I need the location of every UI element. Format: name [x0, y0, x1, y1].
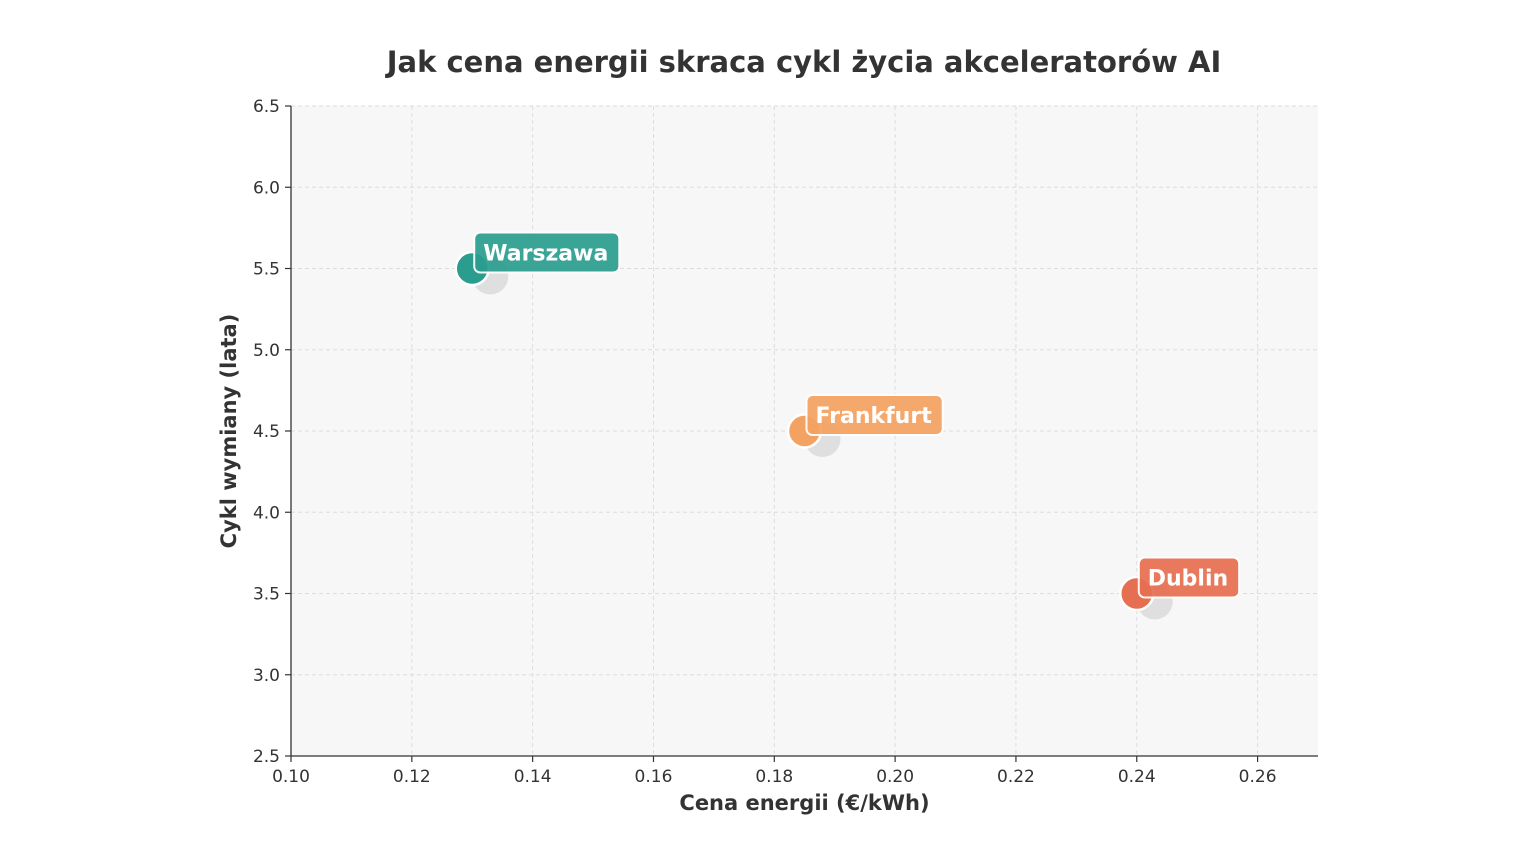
x-tick-label: 0.18 — [755, 767, 793, 787]
data-point-frankfurt: Frankfurt — [786, 394, 944, 457]
x-axis-label: Cena energii (€/kWh) — [679, 791, 929, 815]
point-label-text: Dublin — [1148, 567, 1228, 592]
point-label-text: Warszawa — [483, 242, 608, 267]
point-label-text: Frankfurt — [816, 404, 933, 429]
point-label-box — [473, 231, 621, 274]
x-tick-label: 0.26 — [1239, 767, 1277, 787]
y-tick-label: 3.0 — [253, 666, 280, 686]
y-tick-label: 3.5 — [253, 585, 280, 605]
point-label-box — [805, 394, 944, 436]
point-label-box — [1137, 556, 1241, 599]
y-tick-label: 2.5 — [253, 747, 280, 767]
y-tick-label: 5.0 — [253, 341, 280, 361]
x-tick-label: 0.20 — [876, 767, 914, 787]
point-label: Warszawa — [473, 231, 621, 274]
data-point-dublin: Dublin — [1119, 556, 1241, 620]
x-tick-label: 0.10 — [272, 767, 310, 787]
y-tick-label: 5.5 — [253, 260, 280, 280]
y-axis-label: Cykl wymiany (lata) — [217, 314, 241, 549]
y-tick-label: 4.0 — [253, 503, 280, 523]
y-tick-label: 4.5 — [253, 422, 280, 442]
axes — [285, 105, 1318, 762]
x-tick-label: 0.14 — [514, 767, 552, 787]
x-tick-label: 0.24 — [1118, 767, 1156, 787]
x-tick-label: 0.22 — [997, 767, 1035, 787]
x-tick-label: 0.16 — [635, 767, 673, 787]
point-label: Dublin — [1137, 556, 1241, 599]
y-tick-label: 6.5 — [253, 97, 280, 117]
y-tick-label: 6.0 — [253, 178, 280, 198]
point-label: Frankfurt — [805, 394, 944, 436]
tick-labels: 0.10 0.12 0.14 0.16 0.18 0.20 0.22 0.24 0.26 2.5 3… — [253, 97, 1277, 787]
chart-title: Jak cena energii skraca cykl życia akcel… — [385, 45, 1222, 79]
data-point-warszawa: Warszawa — [454, 231, 621, 295]
data-points: Warszawa Frankfurt Dublin — [454, 231, 1241, 620]
x-tick-label: 0.12 — [393, 767, 431, 787]
